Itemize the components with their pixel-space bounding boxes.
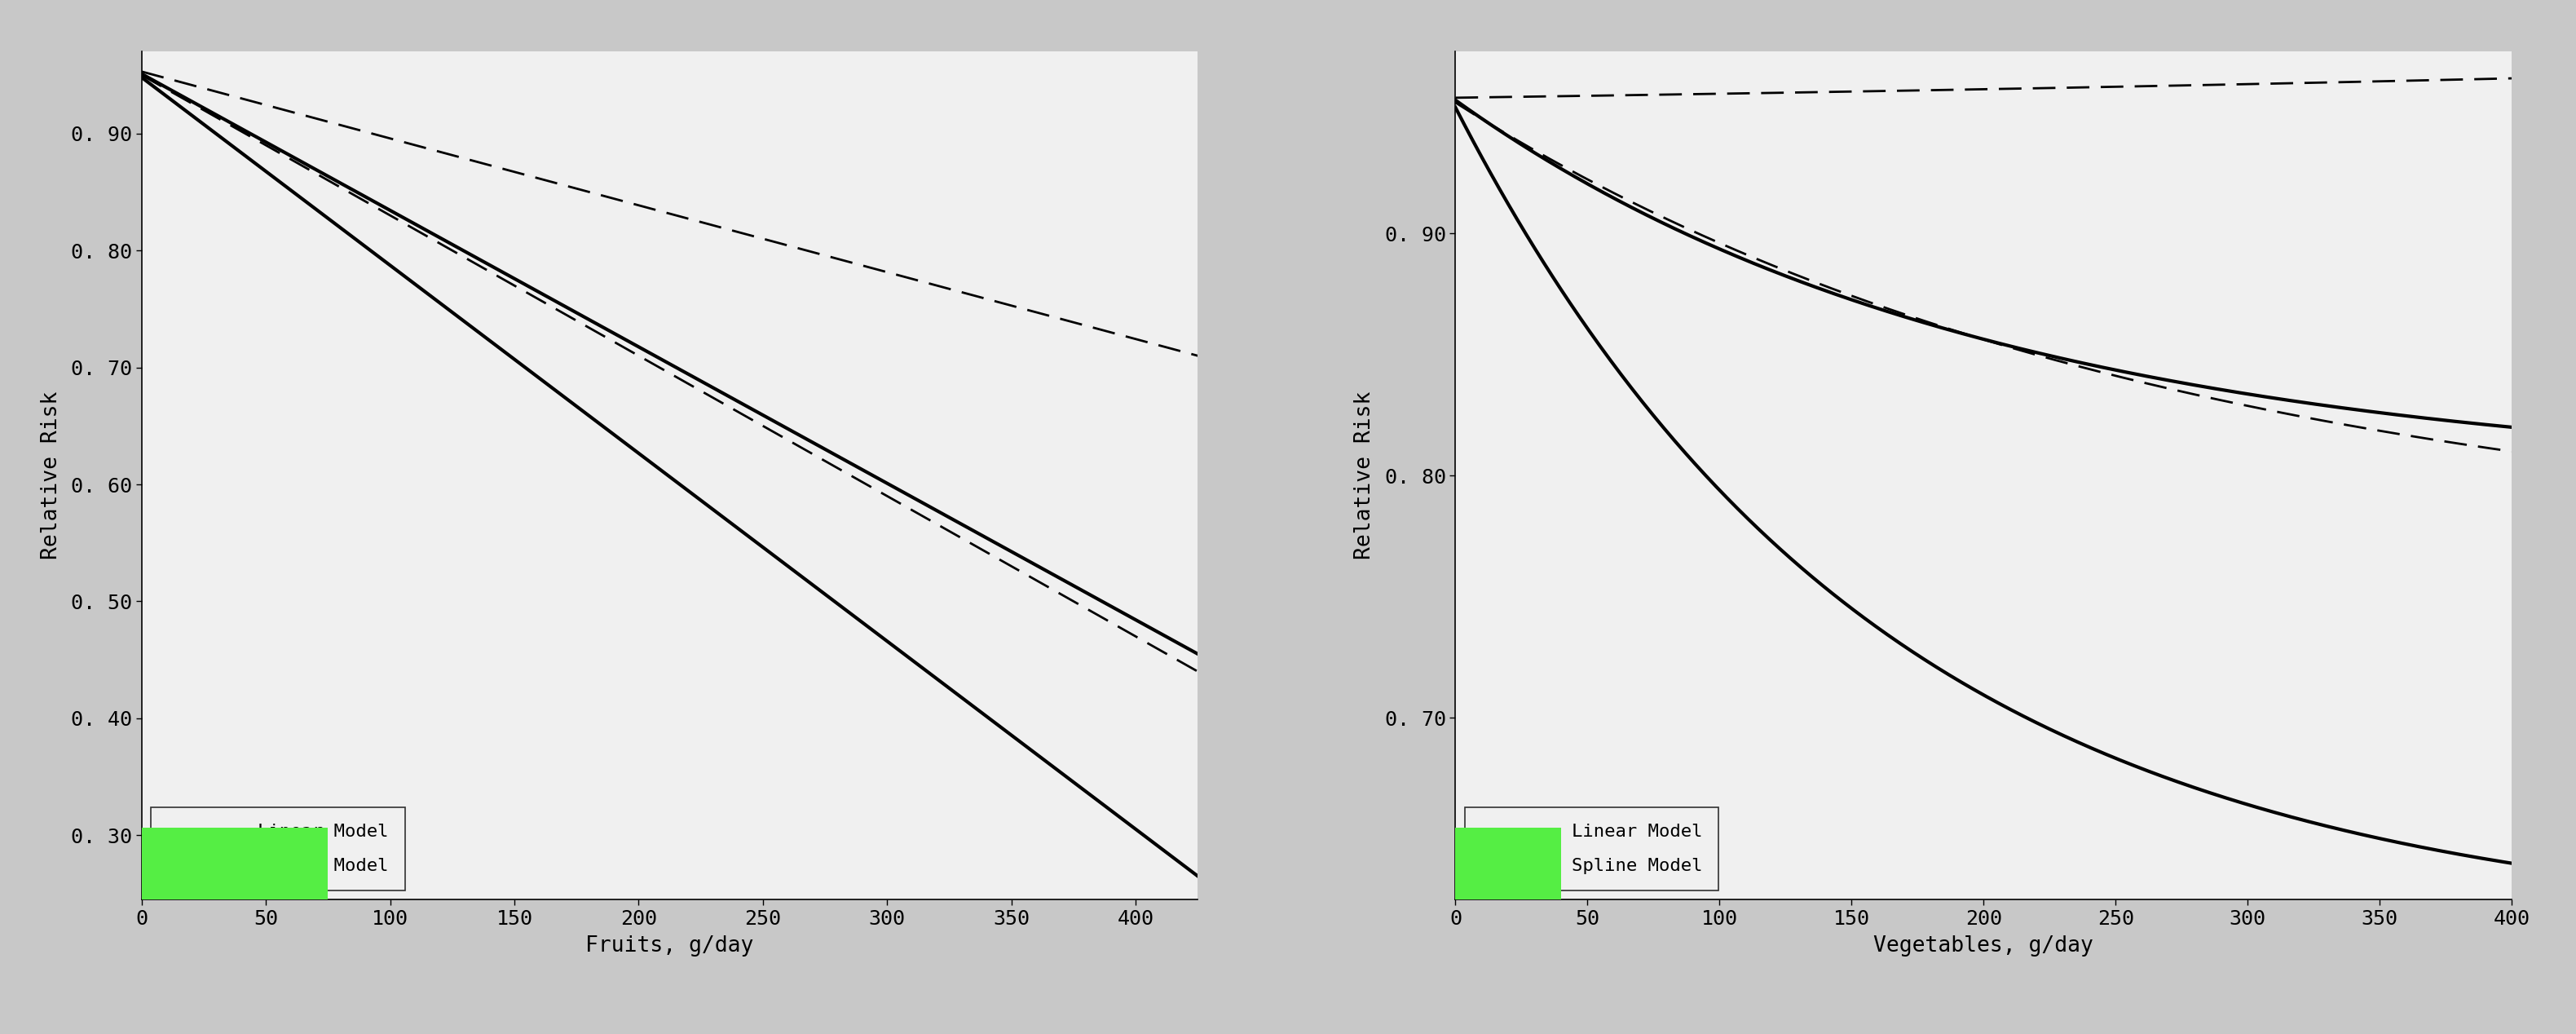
Bar xyxy=(142,827,327,900)
Y-axis label: Relative Risk: Relative Risk xyxy=(1355,392,1376,559)
X-axis label: Vegetables, g/day: Vegetables, g/day xyxy=(1873,936,2094,956)
Y-axis label: Relative Risk: Relative Risk xyxy=(41,392,62,559)
Bar xyxy=(1455,827,1561,900)
Legend: Linear Model, Spline Model: Linear Model, Spline Model xyxy=(1466,808,1718,890)
Legend: Linear Model, Spline Model: Linear Model, Spline Model xyxy=(152,808,404,890)
X-axis label: Fruits, g/day: Fruits, g/day xyxy=(585,936,755,956)
